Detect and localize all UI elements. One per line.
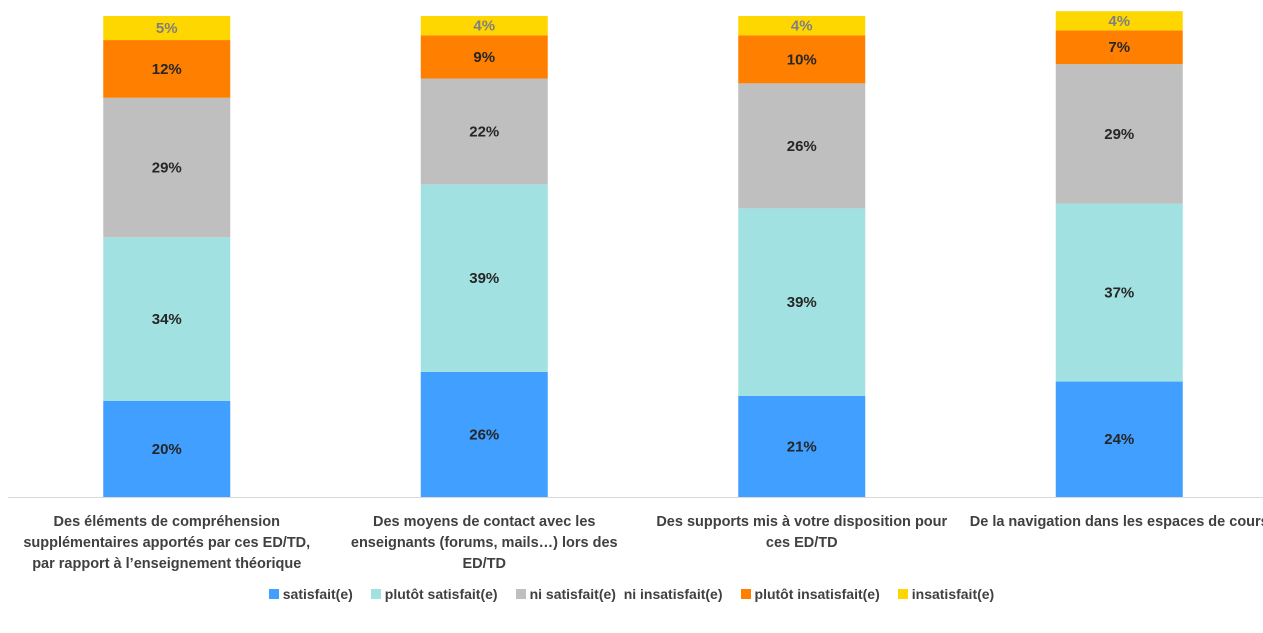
legend-label: ni satisfait(e) ni insatisfait(e) <box>529 586 723 602</box>
bar-segment <box>420 184 548 372</box>
data-label: 10% <box>787 51 817 68</box>
data-label: 29% <box>152 159 182 176</box>
data-label: 9% <box>473 49 495 66</box>
bar-segment <box>420 35 548 79</box>
bar-segment <box>420 16 548 36</box>
data-label: 37% <box>1104 285 1134 302</box>
legend-label: insatisfait(e) <box>911 586 995 602</box>
data-label: 26% <box>469 426 499 443</box>
bar-segment <box>1055 64 1183 204</box>
legend: satisfait(e) plutôt satisfait(e) ni satisf… <box>0 586 1263 602</box>
data-label: 29% <box>1104 126 1134 143</box>
x-tick-label: Des moyens de contact avec les enseignan… <box>350 514 618 572</box>
legend-swatch <box>740 589 751 599</box>
data-label: 4% <box>1108 13 1130 30</box>
data-label: 5% <box>156 20 178 37</box>
bar-segment <box>103 40 231 98</box>
bar-segment <box>738 35 866 84</box>
bar-segment <box>738 395 866 497</box>
legend-swatch <box>370 589 381 599</box>
data-label: 39% <box>787 294 817 311</box>
bar-segment <box>738 16 866 36</box>
bar-segment <box>738 83 866 209</box>
bar-segment <box>103 237 231 401</box>
legend-item: satisfait(e) <box>268 586 353 602</box>
bar-segment <box>1055 30 1183 65</box>
legend-swatch <box>897 589 908 599</box>
bar-segment <box>1055 11 1183 31</box>
data-label: 24% <box>1104 431 1134 448</box>
data-label: 4% <box>791 18 813 35</box>
data-label: 4% <box>473 18 495 35</box>
legend-label: plutôt insatisfait(e) <box>754 586 880 602</box>
bar-segment <box>103 400 231 497</box>
bar-segment <box>420 78 548 185</box>
legend-swatch <box>268 589 279 599</box>
chart: 20% 34% 29% 12% 5% 26% 39% 22% 9% 4% 21% 39% 26% 10% 4… <box>8 11 1263 498</box>
x-tick-label: De la navigation dans les espaces de cou… <box>969 514 1263 530</box>
legend-item: ni satisfait(e) ni insatisfait(e) <box>515 586 723 602</box>
legend-item: insatisfait(e) <box>897 586 995 602</box>
data-label: 22% <box>469 123 499 140</box>
x-tick-label: Des supports mis à votre disposition pou… <box>656 514 948 551</box>
legend-swatch <box>515 589 526 599</box>
bar-segment <box>103 16 231 41</box>
legend-item: plutôt satisfait(e) <box>370 586 498 602</box>
data-label: 12% <box>152 61 182 78</box>
legend-label: satisfait(e) <box>282 586 353 602</box>
bar-segment <box>1055 203 1183 382</box>
bar-segment <box>103 97 231 238</box>
bar-segment <box>420 371 548 497</box>
data-label: 39% <box>469 270 499 287</box>
data-label: 7% <box>1108 39 1130 56</box>
data-label: 26% <box>787 138 817 155</box>
data-label: 34% <box>152 311 182 328</box>
bar-segment <box>1055 381 1183 497</box>
data-label: 20% <box>152 441 182 458</box>
x-tick-label: Des éléments de compréhension supplément… <box>23 514 311 572</box>
bar-segment <box>738 208 866 396</box>
data-label: 21% <box>787 438 817 455</box>
legend-item: plutôt insatisfait(e) <box>740 586 880 602</box>
legend-label: plutôt satisfait(e) <box>384 586 498 602</box>
